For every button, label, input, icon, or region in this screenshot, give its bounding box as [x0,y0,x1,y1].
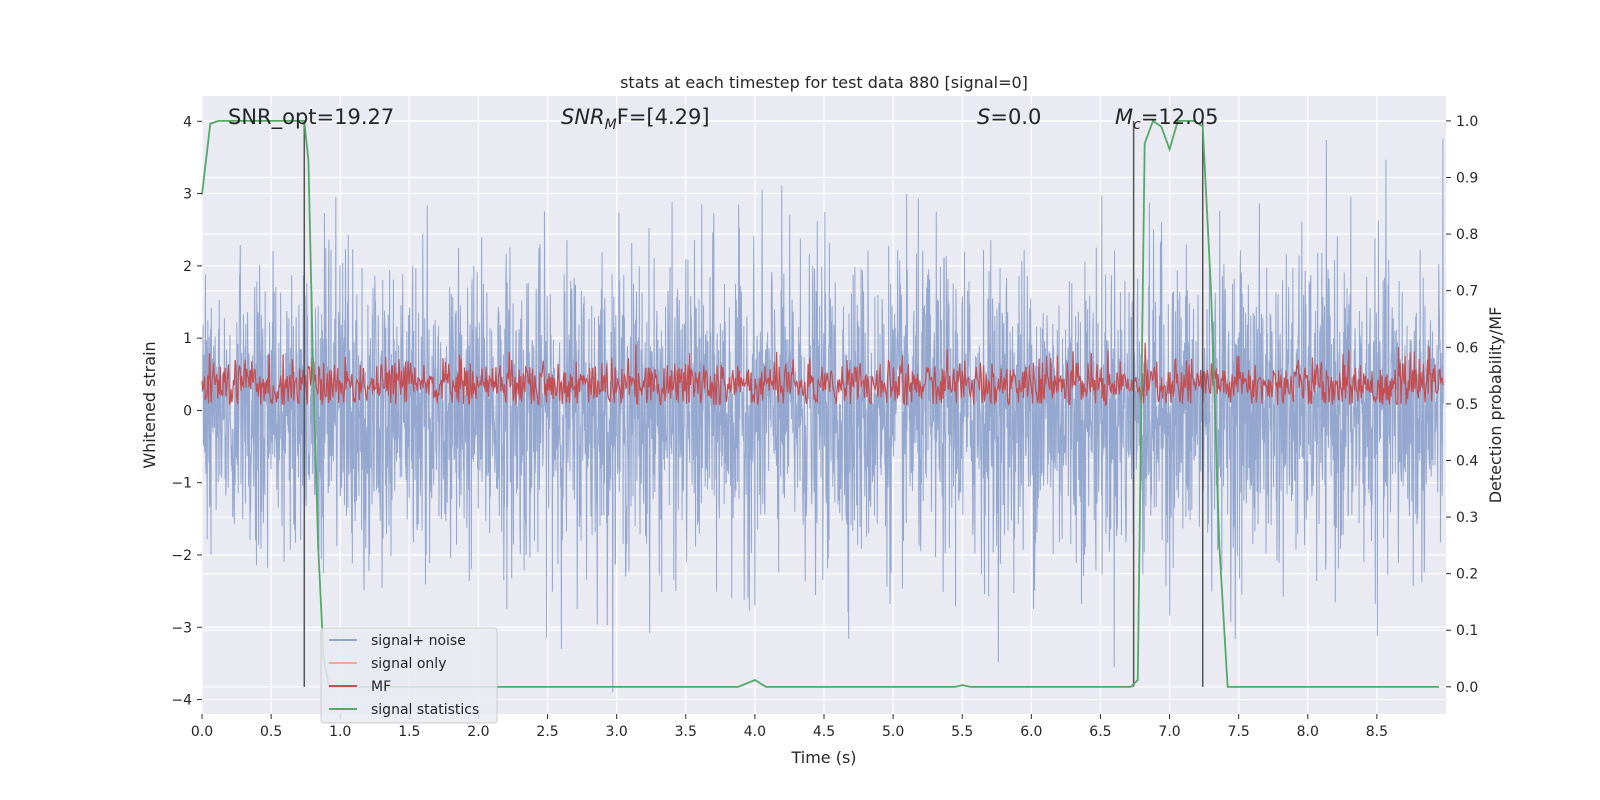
y-tick-label: −2 [171,548,192,564]
x-tick-label: 3.5 [675,724,697,740]
annotation-s-main: S [977,105,990,129]
y-tick-label: 3 [183,187,192,203]
y-tick-label-right: 0.4 [1456,453,1478,469]
x-tick-label: 4.0 [744,724,766,740]
x-tick-label: 8.5 [1366,724,1388,740]
annotation-mc-sub: c [1133,117,1141,133]
legend-label-mf: MF [371,679,391,695]
x-tick-label: 1.5 [398,724,420,740]
annotation-mc: Mc=12.05 [1115,105,1219,133]
y-tick-label: −1 [171,476,192,492]
y-axis-label-right: Detection probability/MF [1486,307,1505,504]
x-tick-label: 5.0 [882,724,904,740]
mf-line [201,342,1444,407]
y-tick-label: 0 [183,403,192,419]
x-tick-label: 6.5 [1089,724,1111,740]
y-axis-label: Whitened strain [140,341,159,468]
axis-ticks: 0.0 0.5 1.0 1.5 2.0 2.5 3.0 3.5 4.0 4.5 5.0 5.5 6.0 6… [171,114,1478,740]
y-tick-label: 1 [183,331,192,347]
y-tick-label-right: 0.6 [1456,340,1478,356]
series-signal-noise [201,138,1444,693]
x-tick-label: 7.5 [1228,724,1250,740]
x-tick-label: 8.0 [1297,724,1319,740]
chart-title: stats at each timestep for test data 880… [620,73,1028,92]
series-mf [201,342,1444,407]
y-tick-label-right: 0.2 [1456,567,1478,583]
x-tick-label: 0.5 [260,724,282,740]
x-axis-label: Time (s) [790,748,856,767]
x-tick-label: 2.0 [467,724,489,740]
x-tick-label: 5.5 [951,724,973,740]
annotation-snr-opt: SNR_opt=19.27 [228,105,394,130]
y-tick-label-right: 0.0 [1456,680,1478,696]
legend: signal+ noise signal only MF signal stat… [320,627,498,724]
y-tick-label-right: 0.1 [1456,623,1478,639]
series-signal-statistics [201,119,1440,688]
legend-label-signal-noise: signal+ noise [371,633,466,649]
y-tick-label-right: 0.9 [1456,170,1478,186]
annotation-snr-mf: SNRMF=[4.29] [561,105,710,133]
signal-statistics-line [201,119,1440,688]
annotation-s: S=0.0 [977,105,1041,129]
legend-box [320,627,498,724]
legend-label-signal-statistics: signal statistics [371,702,479,718]
annotation-snr-mf-main: SNR [561,105,605,129]
y-tick-label: 2 [183,259,192,275]
x-tick-label: 4.5 [813,724,835,740]
y-tick-label: 4 [183,114,192,130]
y-tick-label: −3 [171,620,192,636]
annotation-snr-mf-rest: F=[4.29] [617,105,710,129]
y-tick-label-right: 0.3 [1456,510,1478,526]
y-tick-label-right: 0.5 [1456,397,1478,413]
x-tick-label: 1.0 [329,724,351,740]
y-tick-label-right: 1.0 [1456,114,1478,130]
annotation-snr-mf-sub: M [605,117,617,133]
annotation-s-rest: =0.0 [990,105,1041,129]
y-tick-label: −4 [171,693,192,709]
y-tick-label-right: 0.7 [1456,284,1478,300]
x-tick-label: 0.0 [191,724,213,740]
signal-noise-line [201,138,1444,693]
x-tick-label: 3.0 [606,724,628,740]
y-tick-label-right: 0.8 [1456,227,1478,243]
x-tick-label: 2.5 [536,724,558,740]
x-tick-label: 7.0 [1158,724,1180,740]
annotation-mc-main: M [1115,105,1133,129]
vertical-markers [303,120,1204,687]
x-tick-label: 6.0 [1020,724,1042,740]
legend-label-signal-only: signal only [371,656,446,672]
annotation-mc-rest: =12.05 [1141,105,1219,129]
